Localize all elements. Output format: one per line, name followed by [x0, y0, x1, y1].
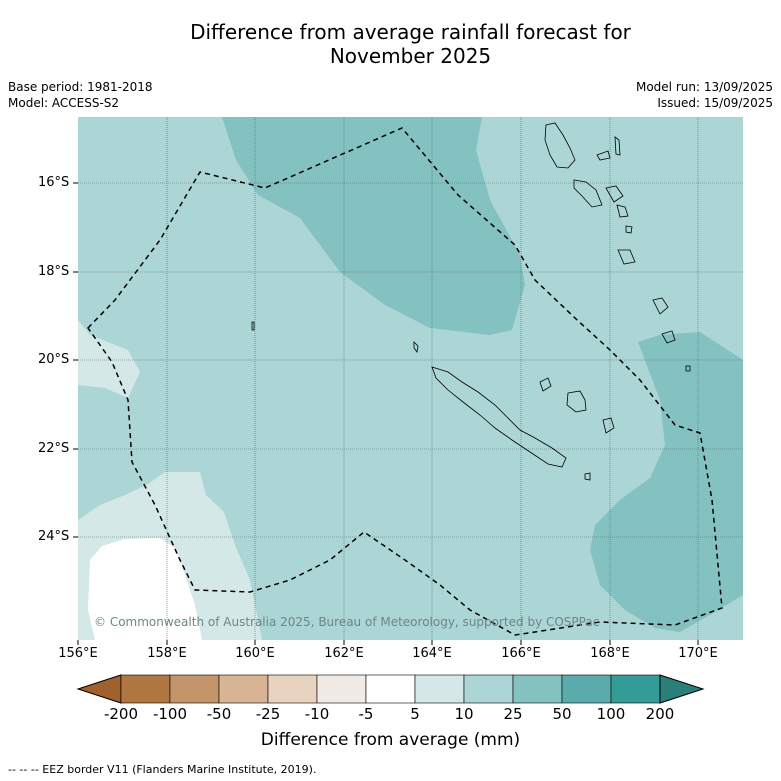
coastlines: [251, 122, 691, 481]
lat-label-22s: 22°S: [38, 441, 70, 456]
colorbar-segment: [120, 674, 171, 704]
colorbar-tick-label: -100: [152, 705, 188, 723]
base-period: Base period: 1981-2018: [8, 80, 153, 94]
lon-label-166e: 166°E: [501, 646, 541, 661]
colorbar-segment: [463, 674, 514, 704]
colorbar-tick-label: -5: [358, 705, 374, 723]
colorbar-segment: [561, 674, 612, 704]
colorbar-tick-label: 25: [503, 705, 523, 723]
graticule: [78, 117, 743, 640]
colorbar-tick-label: 50: [552, 705, 572, 723]
map-title-line1: Difference from average rainfall forecas…: [190, 20, 631, 44]
new-caledonia-coast: [431, 366, 567, 468]
axis-ticks: [73, 182, 699, 645]
colorbar-extend-low: [76, 674, 122, 704]
lon-label-162e: 162°E: [324, 646, 364, 661]
map-title-line2: November 2025: [329, 44, 492, 68]
vanuatu-coast: [544, 122, 576, 169]
map-title: Difference from average rainfall forecas…: [78, 20, 743, 68]
colorbar-segment: [218, 674, 269, 704]
colorbar-tick-label: 200: [645, 705, 675, 723]
colorbar-tick-label: -25: [255, 705, 281, 723]
anomaly-near-zero-southwest: [88, 538, 202, 640]
colorbar-segment: [512, 674, 563, 704]
colorbar-tick-label: 5: [410, 705, 420, 723]
lon-label-158e: 158°E: [147, 646, 187, 661]
colorbar-tick-label: 10: [454, 705, 474, 723]
model-run: Model run: 13/09/2025: [635, 80, 773, 94]
lon-label-168e: 168°E: [590, 646, 630, 661]
lon-label-164e: 164°E: [412, 646, 452, 661]
lat-label-18s: 18°S: [38, 264, 70, 279]
footnote: -- -- -- EEZ border V11 (Flanders Marine…: [8, 763, 317, 776]
colorbar-segment: [365, 674, 416, 704]
colorbar-segment: [169, 674, 220, 704]
colorbar-title: Difference from average (mm): [260, 730, 521, 750]
colorbar-tick-label: -10: [304, 705, 330, 723]
colorbar-extend-high: [659, 674, 705, 704]
colorbar-tick-label: -50: [206, 705, 232, 723]
colorbar-tick-label: 100: [596, 705, 626, 723]
colorbar-tick-label: -200: [103, 705, 139, 723]
lon-label-170e: 170°E: [678, 646, 718, 661]
lon-label-160e: 160°E: [235, 646, 275, 661]
lat-label-20s: 20°S: [38, 352, 70, 367]
copyright-text: © Commonwealth of Australia 2025, Bureau…: [94, 615, 599, 629]
issued-date: Issued: 15/09/2025: [657, 96, 773, 110]
colorbar: [76, 674, 705, 704]
colorbar-segment: [316, 674, 367, 704]
meta-right: Model run: 13/09/2025 Issued: 15/09/2025: [636, 79, 773, 111]
lat-label-24s: 24°S: [38, 529, 70, 544]
colorbar-segment: [267, 674, 318, 704]
lat-label-16s: 16°S: [38, 175, 70, 190]
colorbar-segment: [414, 674, 465, 704]
colorbar-segment: [610, 674, 661, 704]
model-name: Model: ACCESS-S2: [8, 96, 120, 110]
lon-label-156e: 156°E: [58, 646, 98, 661]
meta-left: Base period: 1981-2018 Model: ACCESS-S2: [8, 79, 153, 111]
anomaly-25-50-southeast: [590, 332, 743, 632]
anomaly-25-50-north: [222, 117, 525, 335]
map-area: [78, 117, 743, 640]
